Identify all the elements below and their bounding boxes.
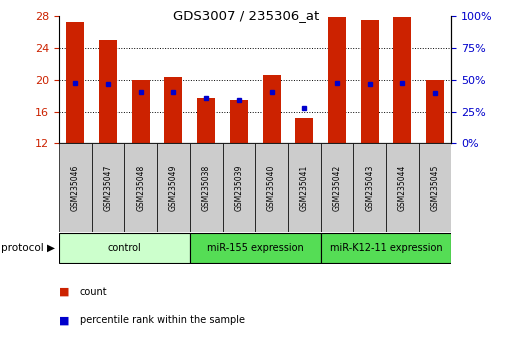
Text: GSM235043: GSM235043: [365, 164, 374, 211]
Bar: [353, 143, 386, 232]
Text: GSM235048: GSM235048: [136, 165, 145, 211]
Text: GSM235041: GSM235041: [300, 165, 309, 211]
Bar: [165, 77, 183, 143]
Bar: [321, 233, 451, 263]
Text: GSM235042: GSM235042: [332, 165, 342, 211]
Bar: [59, 233, 190, 263]
Bar: [230, 99, 248, 143]
Text: GSM235038: GSM235038: [202, 165, 211, 211]
Text: count: count: [80, 287, 107, 297]
Bar: [59, 143, 92, 232]
Text: control: control: [108, 243, 141, 253]
Text: GSM235047: GSM235047: [104, 164, 112, 211]
Text: GSM235049: GSM235049: [169, 164, 178, 211]
Text: protocol ▶: protocol ▶: [1, 243, 55, 253]
Bar: [66, 22, 84, 143]
Text: GSM235039: GSM235039: [234, 164, 243, 211]
Bar: [386, 143, 419, 232]
Text: GSM235040: GSM235040: [267, 164, 276, 211]
Bar: [92, 143, 125, 232]
Text: ■: ■: [59, 315, 69, 325]
Bar: [321, 143, 353, 232]
Bar: [393, 17, 411, 143]
Bar: [132, 80, 150, 143]
Text: GDS3007 / 235306_at: GDS3007 / 235306_at: [173, 9, 320, 22]
Bar: [223, 143, 255, 232]
Bar: [124, 143, 157, 232]
Text: GSM235046: GSM235046: [71, 164, 80, 211]
Bar: [419, 143, 451, 232]
Bar: [190, 143, 223, 232]
Text: percentile rank within the sample: percentile rank within the sample: [80, 315, 245, 325]
Bar: [328, 17, 346, 143]
Text: miR-155 expression: miR-155 expression: [207, 243, 304, 253]
Bar: [288, 143, 321, 232]
Bar: [263, 75, 281, 143]
Bar: [361, 20, 379, 143]
Text: GSM235044: GSM235044: [398, 164, 407, 211]
Bar: [157, 143, 190, 232]
Bar: [190, 233, 321, 263]
Bar: [295, 118, 313, 143]
Text: GSM235045: GSM235045: [430, 164, 440, 211]
Text: miR-K12-11 expression: miR-K12-11 expression: [330, 243, 442, 253]
Bar: [426, 80, 444, 143]
Bar: [99, 40, 117, 143]
Bar: [255, 143, 288, 232]
Text: ■: ■: [59, 287, 69, 297]
Bar: [197, 98, 215, 143]
